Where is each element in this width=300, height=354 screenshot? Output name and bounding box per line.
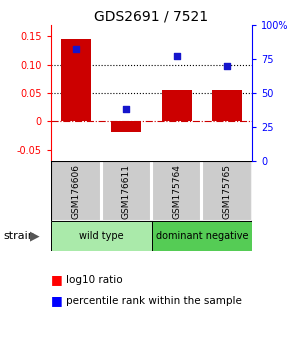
Text: wild type: wild type xyxy=(79,231,124,241)
Bar xyxy=(152,221,252,251)
Bar xyxy=(51,221,152,251)
Text: GSM175765: GSM175765 xyxy=(222,164,231,219)
Point xyxy=(174,53,179,59)
Text: ■: ■ xyxy=(51,295,63,307)
Point xyxy=(74,46,79,52)
Text: GSM176606: GSM176606 xyxy=(72,164,81,219)
Bar xyxy=(162,90,192,121)
Text: GSM175764: GSM175764 xyxy=(172,164,181,219)
Text: strain: strain xyxy=(3,231,35,241)
Bar xyxy=(202,161,252,221)
Bar xyxy=(51,161,101,221)
Text: percentile rank within the sample: percentile rank within the sample xyxy=(66,296,242,306)
Text: log10 ratio: log10 ratio xyxy=(66,275,123,285)
Bar xyxy=(152,161,202,221)
Bar xyxy=(101,161,151,221)
Bar xyxy=(111,121,142,132)
Bar xyxy=(61,39,91,121)
Bar xyxy=(212,90,242,121)
Text: GSM176611: GSM176611 xyxy=(122,164,131,219)
Text: ▶: ▶ xyxy=(30,230,40,243)
Point xyxy=(124,107,129,112)
Text: dominant negative: dominant negative xyxy=(155,231,248,241)
Title: GDS2691 / 7521: GDS2691 / 7521 xyxy=(94,10,208,24)
Point xyxy=(224,63,229,69)
Text: ■: ■ xyxy=(51,273,63,286)
